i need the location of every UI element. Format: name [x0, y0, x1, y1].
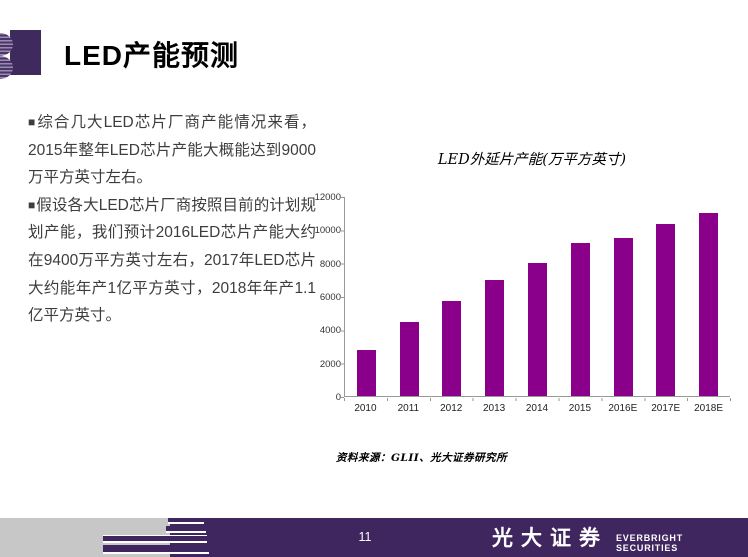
bullet-paragraph: ■综合几大LED芯片厂商产能情况来看，2015年整年LED芯片产能大概能达到90… [28, 109, 316, 192]
bar-2010 [356, 349, 376, 396]
y-axis-tick-label: 2000 [319, 358, 341, 370]
chart-plot-area: 0 2000 4000 6000 8000 10000 12000 2010 2011 2012… [314, 193, 746, 418]
x-axis-tick-label: 2011 [397, 403, 420, 414]
bar-2014 [528, 263, 548, 396]
bar-2016E [613, 238, 633, 396]
bar-2018E [699, 212, 719, 396]
footer-bar: 11 光大证券 EVERBRIGHT SECURITIES [0, 518, 748, 557]
chart-title: LED外延片产能(万平方英寸) [437, 152, 627, 168]
bar-2013 [485, 279, 505, 396]
x-axis-tick-label: 2014 [525, 403, 549, 414]
everbright-logo-chinese: 光大证券 [492, 525, 608, 550]
body-text-block: ■综合几大LED芯片厂商产能情况来看，2015年整年LED芯片产能大概能达到90… [28, 109, 316, 330]
bar-cell [345, 197, 388, 396]
bar-chart: LED外延片产能(万平方英寸) 0 2000 4000 6000 8000 10000 12… [314, 146, 746, 418]
x-axis-ticks [344, 398, 731, 401]
x-axis-tick-label: 2016E [608, 403, 638, 414]
everbright-logo-english: EVERBRIGHT SECURITIES [616, 533, 684, 553]
y-axis-tick-label: 12000 [314, 192, 341, 203]
bar-2012 [442, 300, 462, 396]
page-title: LED产能预测 [64, 40, 240, 71]
y-axis-tick-label: 6000 [319, 292, 341, 303]
footer-stair-decoration-icon [103, 535, 207, 543]
bullet-square-icon: ■ [28, 115, 37, 129]
bar-cell [644, 197, 687, 396]
footer-stair-decoration-icon [166, 526, 206, 533]
page-number: 11 [358, 530, 372, 544]
y-axis-tick-label: 0 [335, 392, 341, 403]
bar-cell [559, 197, 602, 396]
x-axis-tick-label: 2015 [568, 403, 592, 414]
bar-2017E [656, 224, 676, 396]
source-note: 资料来源：GLII、光大证券研究所 [336, 452, 508, 464]
bar-2011 [399, 322, 419, 396]
x-axis-tick-label: 2010 [354, 403, 377, 414]
y-axis-tick-label: 8000 [319, 258, 341, 270]
header-accent-square [10, 30, 41, 75]
bullet-paragraph: ■假设各大LED芯片厂商按照目前的计划规划产能，我们预计2016LED芯片产能大… [28, 192, 316, 330]
y-axis-tick-label: 4000 [319, 325, 341, 337]
x-axis-labels: 2010 2011 2012 2013 2014 2015 2016E 2017E 2018E [344, 403, 730, 414]
footer-stair-decoration-icon [103, 545, 209, 554]
bars-row [345, 197, 730, 396]
y-axis-labels: 0 2000 4000 6000 8000 10000 12000 [314, 193, 341, 403]
plot-box [344, 197, 730, 397]
bar-cell [431, 197, 474, 396]
bar-cell [473, 197, 516, 396]
header-stripe-decoration-icon [0, 33, 13, 56]
bar-cell [516, 197, 559, 396]
bullet-square-icon: ■ [28, 197, 36, 212]
footer-stair-decoration-icon [168, 518, 204, 524]
x-axis-tick-label: 2017E [651, 403, 681, 414]
y-axis-ticks [341, 197, 344, 398]
header-stripe-decoration-icon [0, 56, 13, 79]
footer-purple-band [170, 518, 748, 557]
bar-cell [602, 197, 645, 396]
bar-2015 [570, 243, 590, 396]
x-axis-tick-label: 2012 [440, 403, 463, 414]
bar-cell [687, 197, 730, 396]
x-axis-tick-label: 2013 [482, 403, 506, 414]
x-axis-tick-label: 2018E [694, 403, 724, 414]
bar-cell [388, 197, 431, 396]
y-axis-tick-label: 10000 [314, 225, 341, 237]
paragraph-text: 综合几大LED芯片厂商产能情况来看，2015年整年LED芯片产能大概能达到900… [28, 114, 317, 187]
paragraph-text: 假设各大LED芯片厂商按照目前的计划规划产能，我们预计2016LED芯片产能大约… [28, 196, 316, 325]
